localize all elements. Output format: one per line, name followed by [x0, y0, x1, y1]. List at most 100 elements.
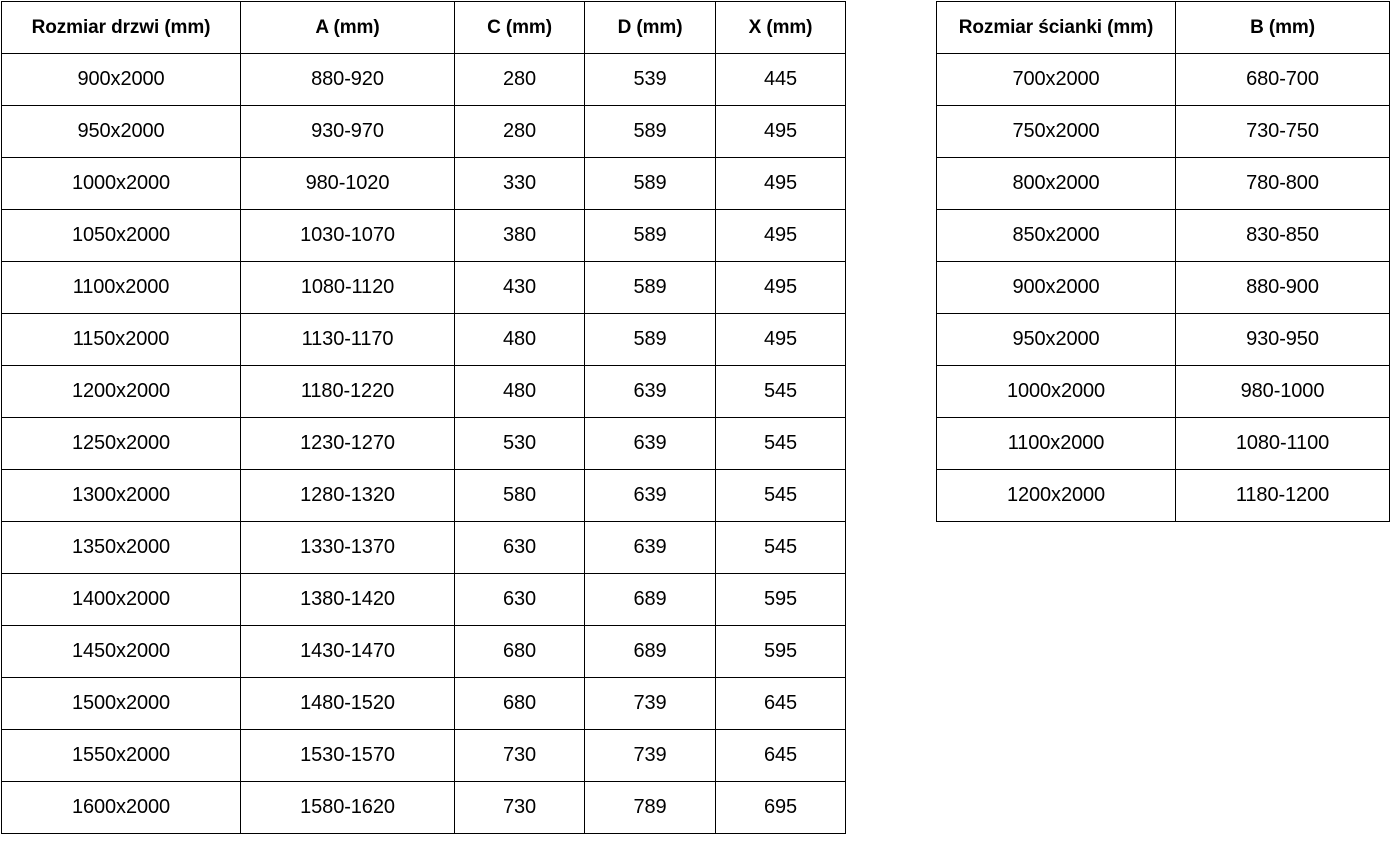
cell-a: 1080-1120: [240, 261, 455, 314]
cell-wall-size: 900x2000: [936, 261, 1176, 314]
cell-b: 780-800: [1175, 157, 1390, 210]
cell-d: 639: [584, 521, 716, 574]
cell-c: 480: [454, 313, 585, 366]
cell-a: 1280-1320: [240, 469, 455, 522]
cell-d: 539: [584, 53, 716, 106]
table-row: 800x2000 780-800: [936, 157, 1390, 210]
cell-b: 1180-1200: [1175, 469, 1390, 522]
cell-a: 1180-1220: [240, 365, 455, 418]
table-row: 1150x2000 1130-1170 480 589 495: [1, 313, 846, 366]
cell-c: 730: [454, 729, 585, 782]
cell-x: 495: [715, 105, 846, 158]
cell-b: 930-950: [1175, 313, 1390, 366]
cell-door-size: 1250x2000: [1, 417, 241, 470]
column-header-a: A (mm): [240, 1, 455, 54]
cell-wall-size: 1000x2000: [936, 365, 1176, 418]
cell-x: 595: [715, 573, 846, 626]
wall-size-table: Rozmiar ścianki (mm) B (mm) 700x2000 680…: [936, 1, 1390, 522]
table-row: 1550x2000 1530-1570 730 739 645: [1, 729, 846, 782]
cell-a: 1430-1470: [240, 625, 455, 678]
cell-a: 1030-1070: [240, 209, 455, 262]
wall-table-header: Rozmiar ścianki (mm) B (mm): [936, 1, 1390, 54]
cell-x: 595: [715, 625, 846, 678]
cell-d: 689: [584, 573, 716, 626]
cell-door-size: 1100x2000: [1, 261, 241, 314]
cell-x: 495: [715, 209, 846, 262]
cell-x: 545: [715, 365, 846, 418]
table-row: 1300x2000 1280-1320 580 639 545: [1, 469, 846, 522]
wall-table-body: 700x2000 680-700 750x2000 730-750 800x20…: [936, 53, 1390, 522]
cell-d: 589: [584, 313, 716, 366]
cell-x: 545: [715, 521, 846, 574]
door-table-header: Rozmiar drzwi (mm) A (mm) C (mm) D (mm) …: [1, 1, 846, 54]
cell-x: 545: [715, 469, 846, 522]
cell-door-size: 1150x2000: [1, 313, 241, 366]
table-row: 1400x2000 1380-1420 630 689 595: [1, 573, 846, 626]
cell-x: 495: [715, 157, 846, 210]
column-header-b: B (mm): [1175, 1, 1390, 54]
cell-c: 680: [454, 625, 585, 678]
cell-x: 495: [715, 313, 846, 366]
cell-d: 589: [584, 157, 716, 210]
table-row: 950x2000 930-950: [936, 313, 1390, 366]
table-header-row: Rozmiar drzwi (mm) A (mm) C (mm) D (mm) …: [1, 1, 846, 54]
cell-door-size: 1450x2000: [1, 625, 241, 678]
table-row: 1050x2000 1030-1070 380 589 495: [1, 209, 846, 262]
table-row: 1600x2000 1580-1620 730 789 695: [1, 781, 846, 834]
cell-a: 1330-1370: [240, 521, 455, 574]
table-row: 1100x2000 1080-1100: [936, 417, 1390, 470]
table-row: 1200x2000 1180-1220 480 639 545: [1, 365, 846, 418]
cell-wall-size: 700x2000: [936, 53, 1176, 106]
table-row: 1350x2000 1330-1370 630 639 545: [1, 521, 846, 574]
cell-b: 680-700: [1175, 53, 1390, 106]
door-size-table: Rozmiar drzwi (mm) A (mm) C (mm) D (mm) …: [1, 1, 846, 834]
cell-door-size: 900x2000: [1, 53, 241, 106]
table-row: 1450x2000 1430-1470 680 689 595: [1, 625, 846, 678]
cell-wall-size: 1200x2000: [936, 469, 1176, 522]
cell-wall-size: 1100x2000: [936, 417, 1176, 470]
cell-x: 545: [715, 417, 846, 470]
cell-c: 380: [454, 209, 585, 262]
cell-a: 1230-1270: [240, 417, 455, 470]
door-table-body: 900x2000 880-920 280 539 445 950x2000 93…: [1, 53, 846, 834]
cell-door-size: 1350x2000: [1, 521, 241, 574]
cell-b: 730-750: [1175, 105, 1390, 158]
cell-wall-size: 950x2000: [936, 313, 1176, 366]
cell-a: 1530-1570: [240, 729, 455, 782]
cell-c: 430: [454, 261, 585, 314]
cell-c: 280: [454, 105, 585, 158]
cell-c: 630: [454, 521, 585, 574]
cell-c: 680: [454, 677, 585, 730]
table-row: 900x2000 880-920 280 539 445: [1, 53, 846, 106]
table-row: 1250x2000 1230-1270 530 639 545: [1, 417, 846, 470]
table-row: 950x2000 930-970 280 589 495: [1, 105, 846, 158]
cell-d: 589: [584, 105, 716, 158]
cell-d: 639: [584, 469, 716, 522]
table-header-row: Rozmiar ścianki (mm) B (mm): [936, 1, 1390, 54]
cell-c: 580: [454, 469, 585, 522]
cell-d: 739: [584, 729, 716, 782]
cell-b: 1080-1100: [1175, 417, 1390, 470]
cell-door-size: 1300x2000: [1, 469, 241, 522]
cell-c: 330: [454, 157, 585, 210]
cell-a: 880-920: [240, 53, 455, 106]
cell-door-size: 950x2000: [1, 105, 241, 158]
column-header-d: D (mm): [584, 1, 716, 54]
cell-d: 739: [584, 677, 716, 730]
table-row: 1200x2000 1180-1200: [936, 469, 1390, 522]
table-row: 1000x2000 980-1000: [936, 365, 1390, 418]
cell-door-size: 1500x2000: [1, 677, 241, 730]
cell-x: 495: [715, 261, 846, 314]
cell-a: 1380-1420: [240, 573, 455, 626]
table-row: 1000x2000 980-1020 330 589 495: [1, 157, 846, 210]
column-header-door-size: Rozmiar drzwi (mm): [1, 1, 241, 54]
cell-wall-size: 750x2000: [936, 105, 1176, 158]
table-row: 700x2000 680-700: [936, 53, 1390, 106]
column-header-wall-size: Rozmiar ścianki (mm): [936, 1, 1176, 54]
cell-b: 880-900: [1175, 261, 1390, 314]
cell-wall-size: 800x2000: [936, 157, 1176, 210]
cell-x: 445: [715, 53, 846, 106]
cell-d: 789: [584, 781, 716, 834]
cell-x: 695: [715, 781, 846, 834]
